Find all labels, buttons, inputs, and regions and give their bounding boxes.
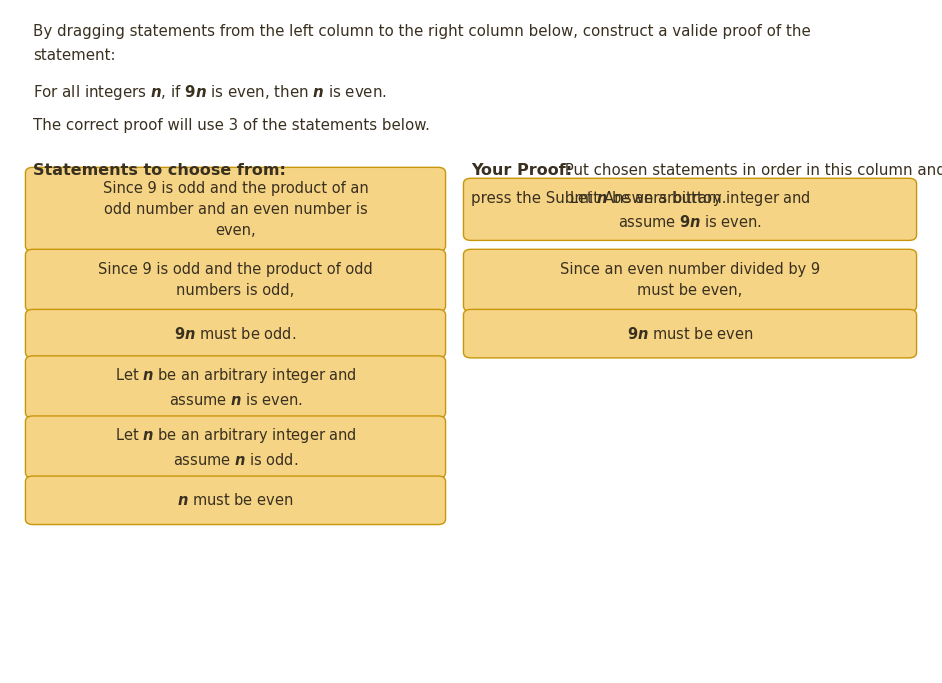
Text: press the Submit Answers button.: press the Submit Answers button. [471,191,726,206]
FancyBboxPatch shape [25,309,446,358]
Text: Since 9 is odd and the product of odd
numbers is odd,: Since 9 is odd and the product of odd nu… [98,262,373,298]
Text: Put chosen statements in order in this column and: Put chosen statements in order in this c… [560,163,942,178]
Text: Let $\boldsymbol{n}$ be an arbitrary integer and
assume $\boldsymbol{9n}$ is eve: Let $\boldsymbol{n}$ be an arbitrary int… [569,189,811,230]
FancyBboxPatch shape [25,356,446,418]
Text: $\boldsymbol{n}$ must be even: $\boldsymbol{n}$ must be even [177,492,294,508]
Text: Let $\boldsymbol{n}$ be an arbitrary integer and
assume $\boldsymbol{n}$ is odd.: Let $\boldsymbol{n}$ be an arbitrary int… [115,426,356,468]
Text: $\boldsymbol{9n}$ must be even: $\boldsymbol{9n}$ must be even [626,326,754,342]
Text: By dragging statements from the left column to the right column below, construct: By dragging statements from the left col… [33,24,811,39]
Text: Let $\boldsymbol{n}$ be an arbitrary integer and
assume $\boldsymbol{n}$ is even: Let $\boldsymbol{n}$ be an arbitrary int… [115,366,356,408]
FancyBboxPatch shape [25,476,446,525]
Text: Statements to choose from:: Statements to choose from: [33,163,285,178]
Text: For all integers $\boldsymbol{n}$, if $\boldsymbol{9n}$ is even, then $\boldsymb: For all integers $\boldsymbol{n}$, if $\… [33,83,387,102]
FancyBboxPatch shape [25,249,446,311]
Text: Since 9 is odd and the product of an
odd number and an even number is
even,: Since 9 is odd and the product of an odd… [103,181,368,238]
FancyBboxPatch shape [463,309,917,358]
Text: statement:: statement: [33,48,116,63]
FancyBboxPatch shape [463,249,917,311]
FancyBboxPatch shape [463,178,917,240]
Text: The correct proof will use 3 of the statements below.: The correct proof will use 3 of the stat… [33,118,430,133]
Text: Since an even number divided by 9
must be even,: Since an even number divided by 9 must b… [560,262,820,298]
FancyBboxPatch shape [25,416,446,478]
FancyBboxPatch shape [25,167,446,251]
Text: $\boldsymbol{9n}$ must be odd.: $\boldsymbol{9n}$ must be odd. [174,326,297,342]
Text: Your Proof:: Your Proof: [471,163,572,178]
